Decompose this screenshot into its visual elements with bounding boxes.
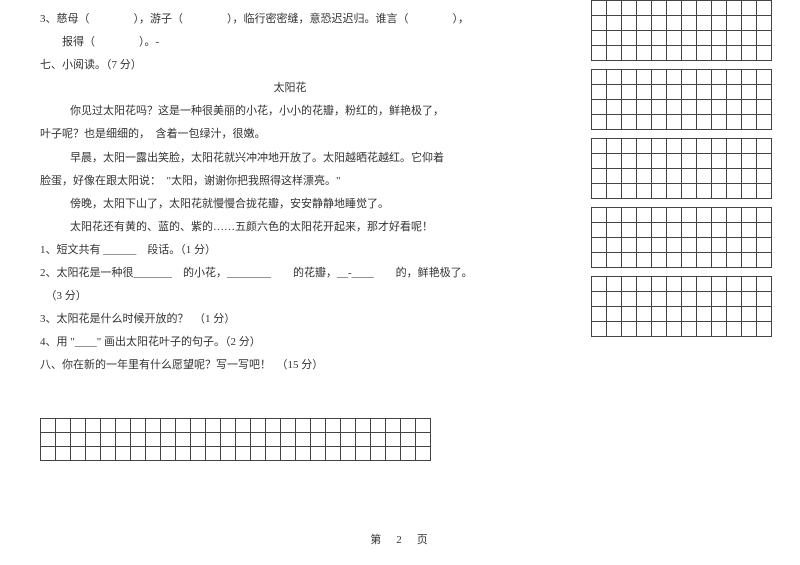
right-answer-grid (591, 0, 772, 345)
grid-block (591, 207, 772, 268)
q3-line1: 3、慈母（ ），游子（ ），临行密密缝，意恐迟迟归。谁言（ ）， (40, 8, 600, 31)
reading-title: 太阳花 (100, 77, 480, 100)
q3-line2: 报得（ ）。- (40, 31, 600, 54)
page-footer: 第 2 页 (0, 531, 800, 547)
grid-block (591, 69, 772, 130)
reading-q3: 3、太阳花是什么时候开放的？ （1 分） (40, 308, 600, 331)
para-2: 叶子呢？也是细细的， 含着一包绿汁，很嫩。 (40, 123, 600, 146)
para-6: 太阳花还有黄的、蓝的、紫的……五颜六色的太阳花开起来，那才好看呢！ (40, 216, 600, 239)
grid-block (591, 0, 772, 61)
reading-q2: 2、太阳花是一种很_______ 的小花，________ 的花瓣，__-___… (40, 262, 600, 285)
section-7-heading: 七、小阅读。（7 分） (40, 54, 600, 77)
para-4: 脸蛋，好像在跟太阳说： "太阳，谢谢你把我照得这样漂亮。" (40, 170, 600, 193)
reading-q4: 4、用 "____" 画出太阳花叶子的句子。（2 分） (40, 331, 600, 354)
para-5: 傍晚，太阳下山了，太阳花就慢慢合拢花瓣，安安静静地睡觉了。 (40, 193, 600, 216)
section-8-heading: 八、你在新的一年里有什么愿望呢？写一写吧！ （15 分） (40, 354, 600, 377)
grid-block (591, 138, 772, 199)
grid-block (591, 276, 772, 337)
reading-q1: 1、短文共有 ______ 段话。（1 分） (40, 239, 600, 262)
bottom-answer-grid (40, 418, 431, 461)
left-content: 3、慈母（ ），游子（ ），临行密密缝，意恐迟迟归。谁言（ ）， 报得（ ）。-… (40, 8, 600, 378)
para-3: 早晨，太阳一露出笑脸，太阳花就兴冲冲地开放了。太阳越晒花越红。它仰着 (40, 147, 600, 170)
para-1: 你见过太阳花吗？这是一种很美丽的小花，小小的花瓣，粉红的，鲜艳极了， (40, 100, 600, 123)
reading-q2b: （3 分） (40, 285, 600, 308)
